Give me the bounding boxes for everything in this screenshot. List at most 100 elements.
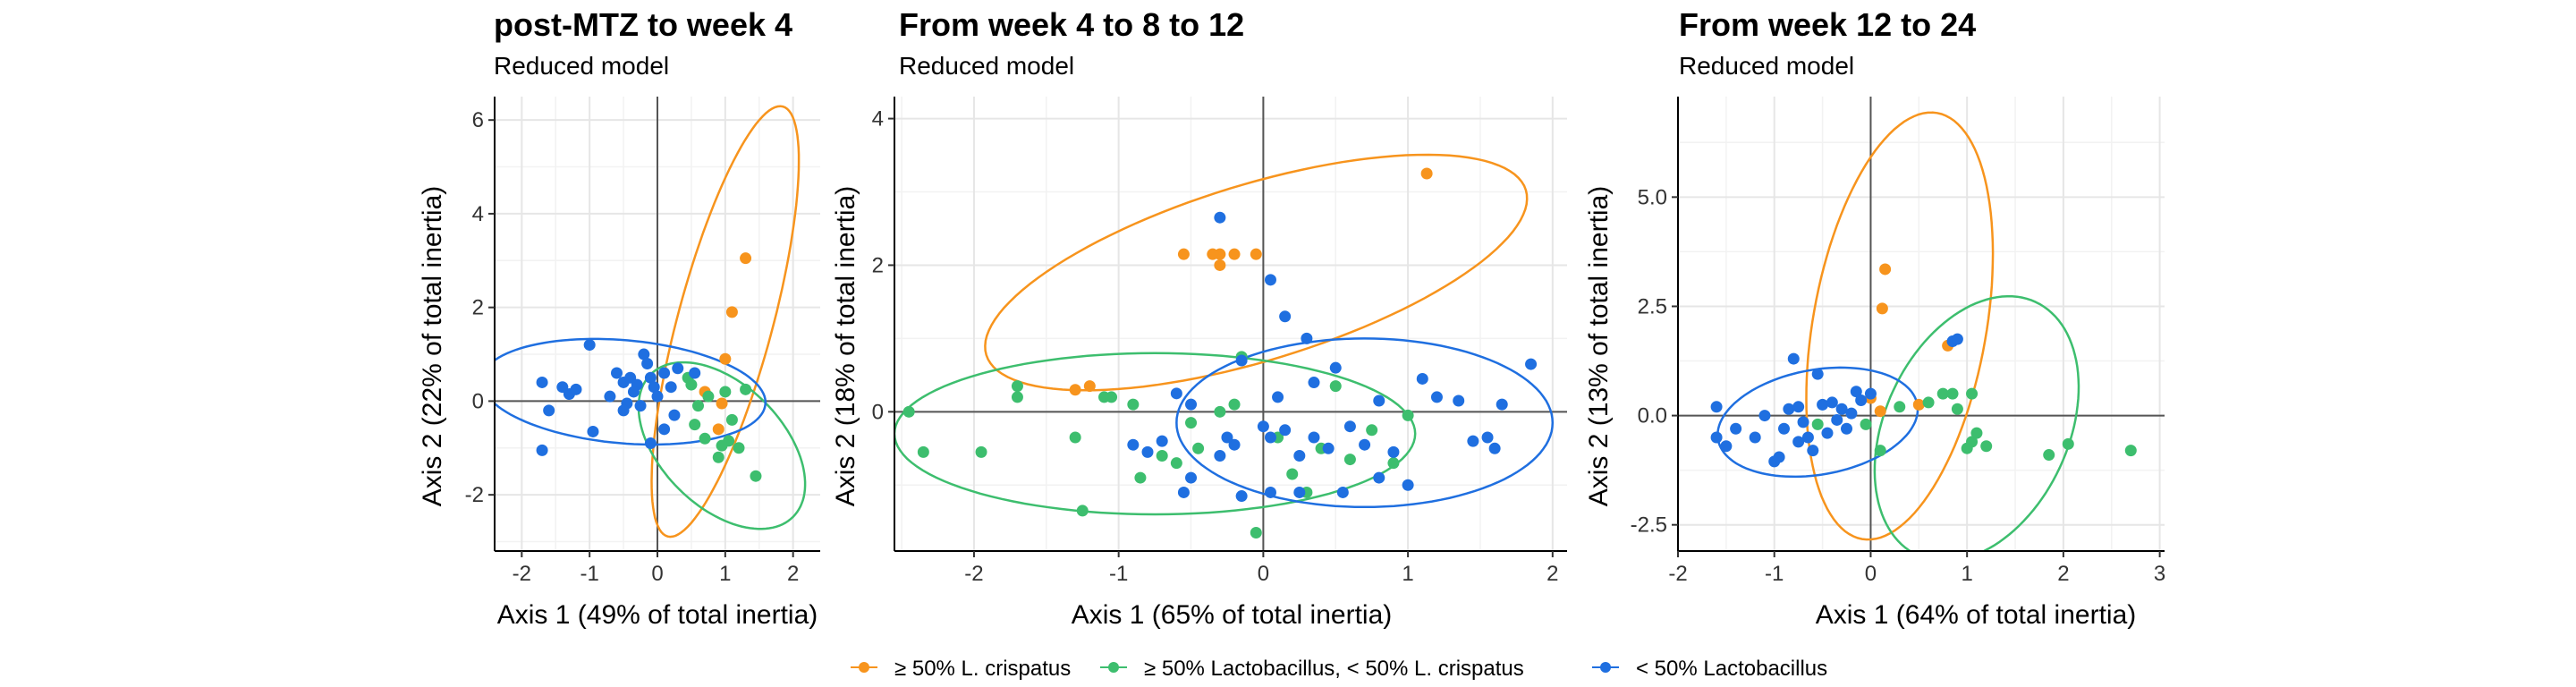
x-tick-label: 2 [787,562,799,586]
data-point [1387,457,1400,470]
data-point [1106,391,1118,403]
data-point [1366,424,1378,437]
confidence-ellipse [894,352,1417,516]
data-point [1207,248,1219,260]
data-point [1170,457,1182,470]
y-tick-label: 4 [472,202,484,226]
data-point [1922,396,1935,409]
y-tick-label: 0 [472,389,484,413]
y-tick-label: 4 [872,107,884,131]
series [902,351,1414,539]
legend-key-point [859,662,869,673]
data-point [1749,431,1761,444]
data-point [1792,436,1805,448]
data-point [1831,413,1843,426]
x-tick-label: -1 [1765,562,1784,586]
series [536,339,701,456]
confidence-ellipse [650,105,801,539]
data-point [702,390,715,403]
data-point [1250,527,1262,539]
data-point [1308,431,1320,444]
x-tick-label: 0 [1258,562,1269,586]
data-point [1069,431,1081,444]
data-point [1720,440,1733,453]
panel-title: From week 12 to 24 [1679,6,1976,43]
data-point [1127,438,1140,451]
data-point [1710,431,1723,444]
series [1069,167,1433,396]
data-point [1336,486,1349,498]
data-point [604,390,616,403]
data-point [1293,449,1306,462]
data-point [1912,398,1925,411]
y-tick-label: 5.0 [1638,185,1667,209]
y-tick-label: -2.5 [1631,513,1667,538]
data-point [1134,471,1147,484]
x-tick-label: -1 [1109,562,1128,586]
data-point [1936,387,1949,400]
data-point [651,390,664,403]
series [1811,387,2137,462]
data-point [1264,486,1276,498]
data-point [1966,387,1979,400]
legend-key-point [1600,662,1611,673]
data-point [1966,436,1979,448]
x-tick-label: 2 [2057,562,2069,586]
data-point [1011,391,1023,403]
legend-key-point [1108,662,1119,673]
data-point [570,383,582,395]
data-point [1758,410,1771,422]
data-point [665,381,677,394]
data-point [1453,394,1465,407]
data-point [2124,445,2137,457]
legend-item: < 50% Lactobacillus [1592,657,1827,681]
data-point [1293,486,1306,498]
data-point [1777,422,1790,435]
data-point [1841,422,1853,435]
data-point [1076,505,1089,517]
legend-label: < 50% Lactobacillus [1636,657,1827,681]
panel-post-mtz-to-week-4: post-MTZ to week 4 Reduced model Axis 1 … [418,6,820,630]
y-tick-label: 2 [872,253,884,277]
data-point [712,451,724,463]
data-point [1127,398,1140,411]
data-point [1420,167,1433,180]
y-tick-label: 2 [472,296,484,320]
data-point [1402,479,1414,491]
data-point [1279,424,1292,437]
data-point [1467,435,1479,447]
data-point [917,445,929,458]
data-point [725,413,738,426]
data-point [536,376,548,388]
data-point [1257,420,1269,433]
data-point [1156,449,1168,462]
legend-item: ≥ 50% L. crispatus [851,657,1071,681]
x-axis-label: Axis 1 (65% of total inertia) [1072,600,1393,630]
data-point [1141,445,1154,458]
confidence-ellipse [1175,337,1555,509]
data-point [1855,394,1868,406]
data-point [1373,394,1385,407]
y-axis-label: Axis 2 (18% of total inertia) [831,186,860,507]
y-tick-label: 0 [872,400,884,424]
data-point [1402,409,1414,421]
data-point [1496,398,1508,411]
data-point [692,400,704,412]
legend-label: ≥ 50% L. crispatus [894,657,1071,681]
data-point [668,409,681,421]
data-point [1894,401,1906,413]
x-axis-label: Axis 1 (64% of total inertia) [1816,600,2137,630]
data-point [658,423,671,436]
data-point [902,405,915,418]
x-tick-label: -2 [964,562,983,586]
y-tick-label: 2.5 [1638,294,1667,318]
data-point [1835,403,1848,415]
data-point [1951,403,1963,415]
data-point [1951,333,1963,345]
data-point [1845,407,1858,420]
x-tick-label: -2 [513,562,531,586]
data-point [1430,391,1443,403]
series [682,371,762,482]
data-point [1301,332,1313,344]
data-point [1801,431,1814,444]
